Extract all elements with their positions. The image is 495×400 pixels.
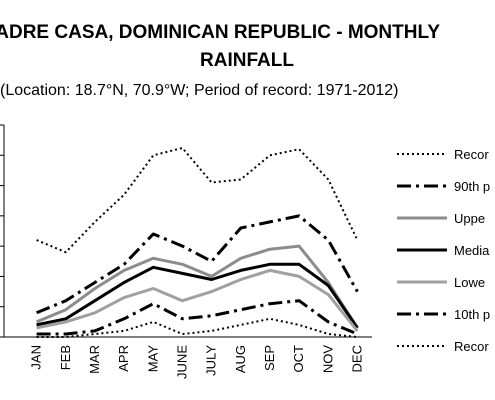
axis-layer: JAN FEB MAR APR MAY JUNE JULY AUG SEP OCT NOV DEC [0, 124, 372, 379]
series-line [36, 317, 358, 338]
x-tick-label: FEB [58, 345, 73, 370]
legend-label: Media [454, 243, 490, 258]
legend-label: 90th p [454, 179, 490, 194]
series-line [36, 147, 359, 254]
x-tick-label: AUG [233, 345, 248, 373]
series-line [36, 299, 358, 336]
series-line [36, 244, 359, 329]
legend-label: Lowe [454, 275, 485, 290]
chart-title-line2: RAINFALL [200, 50, 294, 71]
x-tick-label: MAY [145, 345, 160, 373]
series-line [36, 268, 359, 332]
legend: Recor 90th p Uppe Media Lowe 10th p Recor [397, 147, 490, 354]
chart-subtitle: (Location: 18.7°N, 70.9°W; Period of rec… [0, 82, 399, 99]
legend-label: Recor [454, 147, 489, 162]
x-tick-label: JAN [29, 345, 44, 370]
x-tick-label: JUNE [174, 345, 189, 379]
x-tick-label: APR [116, 345, 131, 372]
x-tick-label: NOV [320, 345, 335, 374]
x-tick-label: OCT [291, 345, 306, 373]
legend-label: Recor [454, 339, 489, 354]
x-tick-label: SEP [262, 345, 277, 371]
x-tick-label: JULY [204, 345, 219, 376]
legend-label: 10th p [454, 307, 490, 322]
chart-title-line1: PADRE CASA, DOMINICAN REPUBLIC - MONTHLY [0, 22, 440, 43]
x-tick-label: DEC [349, 345, 364, 372]
series-line [36, 214, 359, 315]
legend-label: Uppe [454, 211, 485, 226]
x-tick-label: MAR [87, 345, 102, 374]
series-line [36, 262, 359, 329]
series-layer [36, 147, 359, 338]
